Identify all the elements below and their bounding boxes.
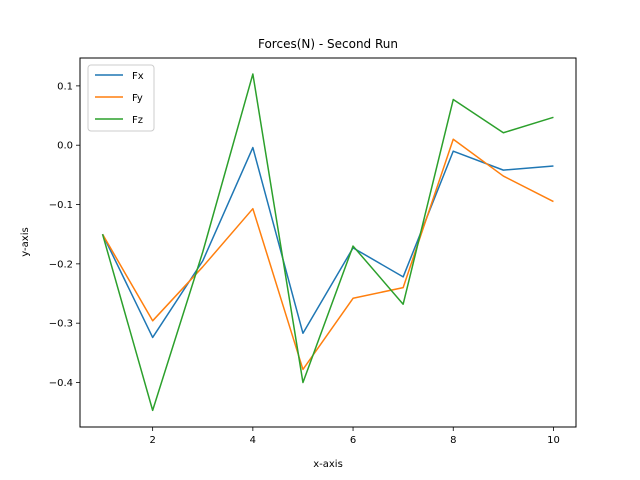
x-axis-title: x-axis: [313, 459, 343, 470]
y-tick-label: −0.2: [49, 259, 73, 270]
y-tick-label: −0.4: [49, 378, 73, 389]
legend-label-fz: Fz: [132, 115, 143, 126]
x-tick-label: 6: [350, 435, 356, 446]
x-tick-label: 10: [547, 435, 560, 446]
x-tick-label: 8: [450, 435, 456, 446]
series-line-fx: [101, 146, 554, 339]
y-tick-label: −0.1: [49, 200, 73, 211]
y-axis-title: y-axis: [20, 227, 31, 256]
y-tick-label: 0.0: [57, 141, 73, 152]
x-axis-ticks: 2 4 6 8 10: [149, 427, 560, 446]
y-tick-label: 0.1: [57, 81, 73, 92]
legend: Fx Fy Fz: [87, 64, 155, 132]
series-line-fz: [101, 73, 554, 412]
chart-title: Forces(N) - Second Run: [258, 37, 398, 51]
legend-label-fx: Fx: [132, 71, 144, 82]
series-line-fy: [101, 138, 554, 371]
y-tick-label: −0.3: [49, 319, 73, 330]
legend-box: [87, 64, 155, 132]
y-axis-ticks: −0.4 −0.3 −0.2 −0.1 0.0 0.1: [49, 81, 80, 389]
legend-label-fy: Fy: [132, 93, 143, 104]
x-tick-label: 2: [149, 435, 155, 446]
axes-frame: [79, 57, 577, 428]
plot-area: [101, 73, 554, 412]
x-tick-label: 4: [250, 435, 256, 446]
